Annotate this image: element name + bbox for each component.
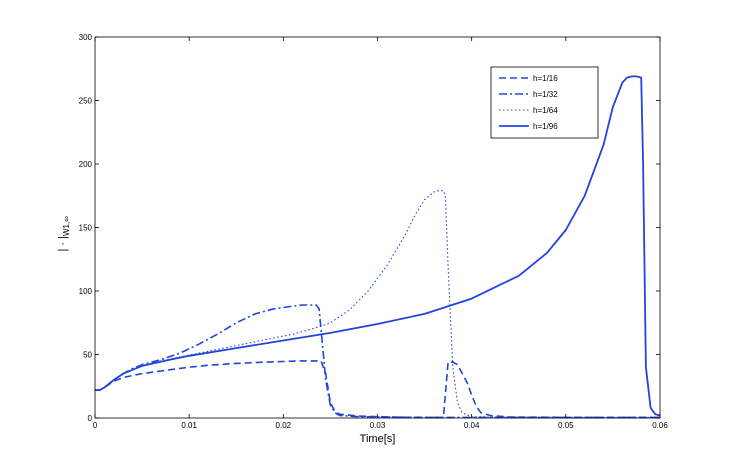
x-tick-label: 0.02 [276,421,292,430]
x-tick-label: 0.03 [370,421,386,430]
y-axis-label-main: | · | [57,236,69,252]
x-axis-label: Time[s] [360,433,396,445]
y-tick-label: 200 [79,160,93,169]
legend: h=1/16 h=1/32 h=1/64 h=1/96 [490,66,599,139]
legend-entry: h=1/32 [533,90,558,99]
x-tick-label: 0 [93,421,98,430]
y-tick-label: 300 [79,33,93,42]
y-tick-label: 150 [79,224,93,233]
y-tick-label: 100 [79,287,93,296]
y-axis-label-subscript: W1,∞ [62,216,71,236]
plot-lines [95,75,661,419]
x-tick-label: 0.01 [181,421,197,430]
x-tick-label: 0.04 [464,421,480,430]
y-tick-label: 0 [88,414,93,423]
y-tick-label: 250 [79,97,93,106]
legend-entry: h=1/64 [533,106,558,115]
legend-entry: h=1/16 [533,74,558,83]
y-axis-label: | · |W1,∞ [57,216,71,252]
x-tick-label: 0.06 [652,421,668,430]
legend-entry: h=1/96 [533,122,558,131]
axes: 0 0.01 0.02 0.03 0.04 0.05 0.06 0 50 100 150 200 250… [79,33,669,430]
series-line [95,304,660,419]
x-tick-label: 0.05 [558,421,574,430]
series-line [95,360,660,419]
y-tick-label: 50 [83,351,92,360]
series-line [95,190,660,418]
series-line [95,75,661,417]
